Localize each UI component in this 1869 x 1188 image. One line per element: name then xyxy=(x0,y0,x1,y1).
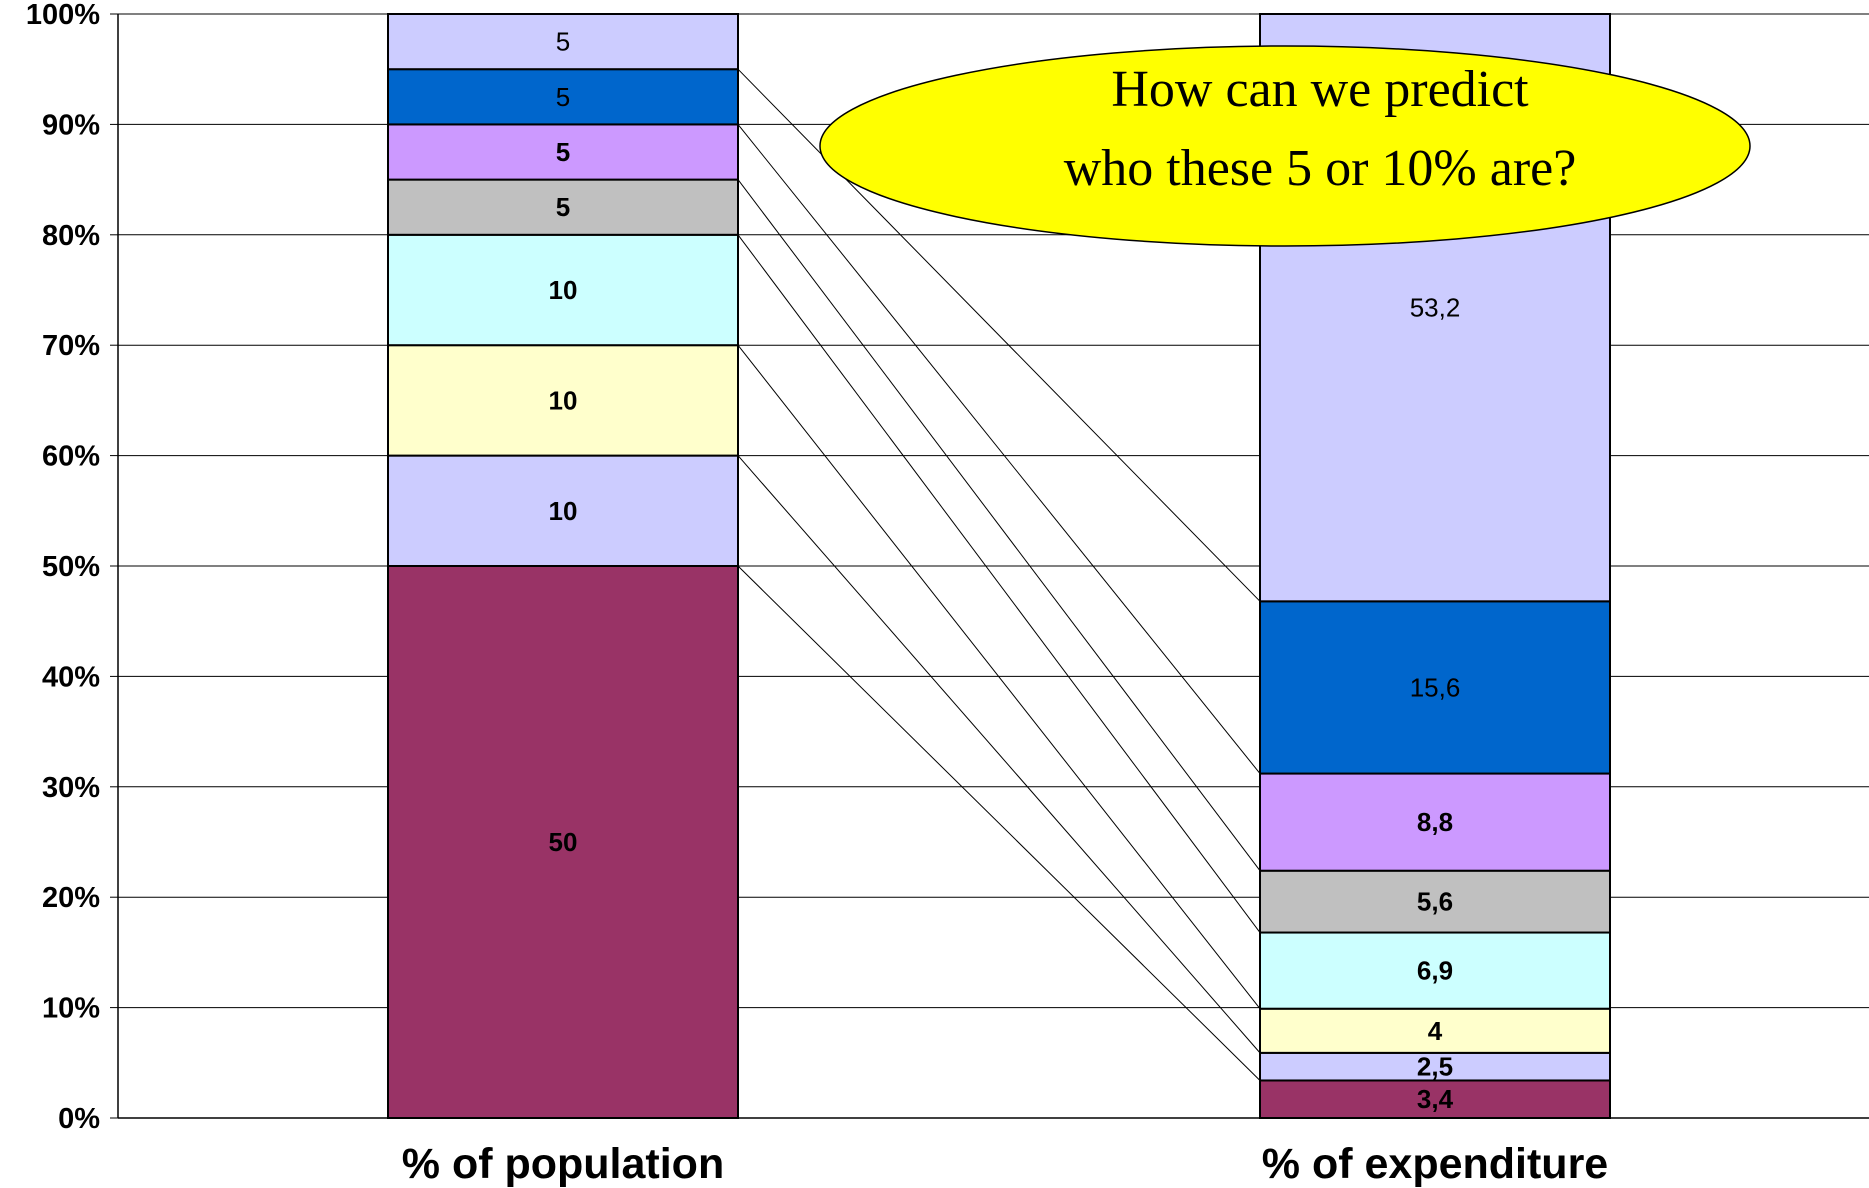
data-label: 5 xyxy=(556,82,570,112)
y-tick-label: 100% xyxy=(26,0,100,31)
data-label: 5,6 xyxy=(1417,887,1453,917)
y-tick-label: 30% xyxy=(42,772,100,804)
bar-segment xyxy=(387,13,739,71)
data-label: 8,8 xyxy=(1417,807,1453,837)
y-tick-label: 10% xyxy=(42,993,100,1025)
connector-line xyxy=(737,234,1261,933)
data-label: 15,6 xyxy=(1410,672,1461,702)
data-label: 6,9 xyxy=(1417,956,1453,986)
y-tick-label: 40% xyxy=(42,661,100,693)
y-tick-label: 90% xyxy=(42,109,100,141)
y-axis-tick-labels: 0% 10% 20% 30% 40% 50% 60% 70% 80% 90% 100% xyxy=(26,0,100,1135)
callout-bubble: How can we predict who these 5 or 10% ar… xyxy=(819,45,1751,247)
connector-line xyxy=(737,455,1261,1054)
bar-segment xyxy=(387,178,739,236)
bar-segment xyxy=(387,565,739,1119)
data-label: 10 xyxy=(549,385,578,415)
bar-segment xyxy=(387,123,739,181)
y-tick-label: 50% xyxy=(42,551,100,583)
data-label: 5 xyxy=(556,192,570,222)
bar-segment xyxy=(387,68,739,126)
callout-ellipse xyxy=(819,45,1751,247)
y-tick-label: 80% xyxy=(42,220,100,252)
y-tick-label: 20% xyxy=(42,882,100,914)
segment-labels: 50 3,4 10 2,5 10 4 10 6,9 5 5,6 5 8,8 5 15,6 5 53,2 xyxy=(549,27,1461,1115)
bar-segment xyxy=(387,344,739,457)
data-label: 10 xyxy=(549,275,578,305)
data-label: 3,4 xyxy=(1417,1084,1454,1114)
connector-line xyxy=(737,565,1261,1081)
callout-line-2: who these 5 or 10% are? xyxy=(1064,140,1577,197)
connector-line xyxy=(737,179,1261,872)
bar-segment xyxy=(1259,869,1611,934)
bar-segment xyxy=(1259,1051,1611,1082)
data-label: 2,5 xyxy=(1417,1052,1453,1082)
bar-segment xyxy=(1259,1079,1611,1119)
bar-segment xyxy=(1259,600,1611,775)
y-tick-label: 60% xyxy=(42,441,100,473)
bar-segment xyxy=(387,233,739,347)
bar-segment xyxy=(1259,772,1611,872)
bar-segment xyxy=(1259,1007,1611,1054)
data-label: 50 xyxy=(549,827,578,857)
bar-segment xyxy=(1259,931,1611,1010)
category-label: % of expenditure xyxy=(1262,1140,1608,1188)
category-label: % of population xyxy=(402,1140,724,1188)
callout-line-1: How can we predict xyxy=(1111,61,1529,118)
data-label: 4 xyxy=(1428,1016,1443,1046)
category-labels: % of population % of expenditure xyxy=(402,1140,1608,1188)
data-label: 10 xyxy=(549,496,578,526)
y-tick-label: 70% xyxy=(42,330,100,362)
connector-line xyxy=(737,344,1261,1010)
data-label: 53,2 xyxy=(1410,293,1461,323)
data-label: 5 xyxy=(556,137,570,167)
bar-segment xyxy=(387,454,739,568)
data-label: 5 xyxy=(556,27,570,57)
connector-line xyxy=(737,124,1261,774)
y-tick-label: 0% xyxy=(58,1103,100,1135)
